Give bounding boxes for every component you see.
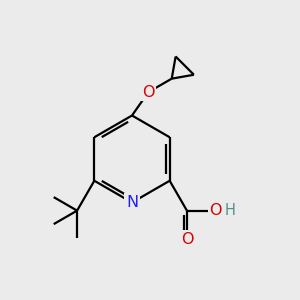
Text: O: O	[142, 85, 154, 100]
Text: H: H	[224, 203, 235, 218]
Text: N: N	[126, 195, 138, 210]
Text: O: O	[209, 203, 222, 218]
Text: O: O	[181, 232, 193, 247]
